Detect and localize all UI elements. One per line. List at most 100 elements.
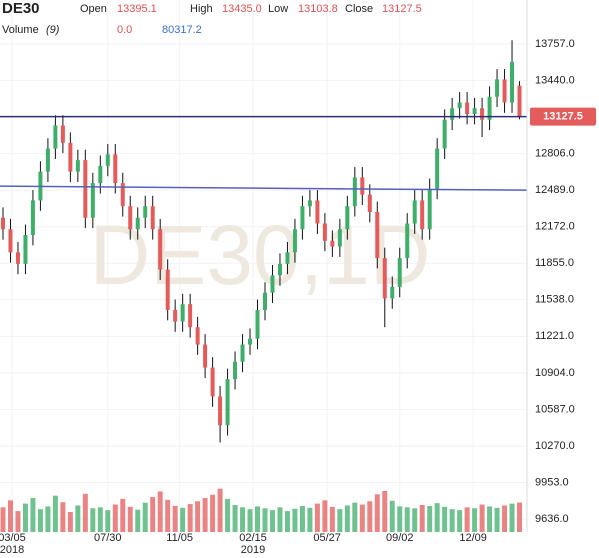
candle-body	[337, 229, 342, 247]
x-tick-label: 05/27	[313, 532, 341, 544]
volume-bar	[157, 491, 163, 540]
candle-body	[233, 361, 238, 380]
candle-body	[435, 148, 440, 189]
candle-body	[188, 304, 193, 328]
candle-body	[502, 79, 507, 103]
candle-body	[210, 367, 215, 397]
volume-name: Volume	[2, 24, 39, 36]
volume-bar	[412, 508, 418, 540]
candle-body	[390, 286, 395, 299]
y-tick-label: 10587.0	[535, 403, 575, 415]
volume-bar	[37, 509, 43, 540]
x-year-label: 2019	[241, 544, 265, 556]
horizontal-line	[0, 185, 528, 191]
y-tick-label: 12172.0	[535, 221, 575, 233]
volume-bar	[60, 502, 66, 540]
candle-body	[457, 102, 462, 109]
candle-body	[113, 154, 118, 184]
price-tag-label: 13127.5	[543, 110, 583, 122]
candle-body	[68, 142, 73, 172]
candle-body	[420, 200, 425, 230]
candle-body	[248, 338, 253, 345]
volume-bar	[322, 500, 328, 540]
high-name: High	[190, 3, 213, 15]
candle-body	[45, 148, 50, 172]
candle-body	[173, 309, 178, 322]
candle-body	[480, 108, 485, 120]
price-axis-bg	[527, 0, 599, 558]
x-tick-label: 11/05	[166, 532, 193, 544]
volume-bar	[82, 493, 88, 540]
volume-bar	[367, 501, 373, 540]
volume-bar	[352, 502, 358, 540]
volume-bar	[389, 500, 395, 540]
volume-bar	[284, 511, 290, 540]
candle-body	[158, 229, 163, 270]
candle-body	[262, 292, 267, 310]
candle-body	[375, 211, 380, 259]
volume-bar	[195, 501, 201, 540]
candle-body	[180, 304, 185, 322]
volume-bar	[75, 505, 81, 540]
candle-body	[315, 200, 320, 224]
y-tick-label: 13757.0	[535, 38, 575, 50]
candle-body	[255, 309, 260, 339]
candle-body	[23, 235, 28, 264]
low-name: Low	[268, 3, 288, 15]
y-tick-label: 12806.0	[535, 148, 575, 160]
volume-bar	[502, 505, 508, 540]
time-axis-bg	[0, 532, 599, 558]
volume-bar	[52, 495, 58, 540]
candle-body	[270, 275, 275, 293]
x-tick-label: 09/02	[386, 532, 414, 544]
volume-bar	[232, 505, 238, 540]
volume-bar	[479, 504, 485, 540]
volume-bar	[277, 507, 283, 540]
y-tick-label: 11538.0	[535, 294, 574, 306]
volume-bar	[329, 506, 335, 540]
candle-body	[292, 229, 297, 253]
volume-bar	[172, 505, 178, 540]
volume-bar	[359, 504, 365, 540]
candle-body	[322, 223, 327, 241]
volume-layer	[0, 488, 523, 540]
candle-body	[510, 62, 515, 103]
candle-body	[427, 188, 432, 230]
volume-bar	[509, 503, 515, 540]
volume-bar	[105, 510, 111, 540]
volume-bar	[255, 506, 261, 540]
volume-bar	[434, 503, 440, 540]
candle-body	[517, 85, 522, 117]
candle-body	[300, 206, 305, 230]
volume-bar	[225, 498, 231, 540]
volume-bar	[15, 511, 21, 540]
candle-body	[165, 269, 170, 310]
volume-bar	[142, 502, 148, 540]
volume-bar	[150, 497, 156, 540]
y-tick-label: 9636.0	[535, 513, 569, 525]
volume-bar	[494, 507, 500, 540]
volume-bar	[165, 499, 171, 540]
price-tag	[530, 107, 596, 126]
volume-bar	[269, 510, 275, 540]
volume-bar	[397, 506, 403, 540]
candle-body	[60, 125, 65, 143]
candle-body	[352, 177, 357, 207]
candle-body	[143, 206, 148, 218]
candle-body	[450, 108, 455, 120]
volume-bar	[135, 509, 141, 540]
volume-bar	[457, 510, 463, 540]
candle-body	[277, 263, 282, 276]
volume-bar	[97, 507, 103, 540]
candle-body	[412, 200, 417, 224]
candle-body	[135, 217, 140, 230]
volume-bar	[240, 507, 246, 540]
volume-bar	[210, 494, 216, 540]
candle-body	[90, 183, 95, 218]
candle-body	[487, 96, 492, 120]
y-tick-label: 11221.0	[535, 330, 574, 342]
y-tick-label: 11855.0	[535, 257, 574, 269]
volume-bar	[30, 498, 36, 540]
